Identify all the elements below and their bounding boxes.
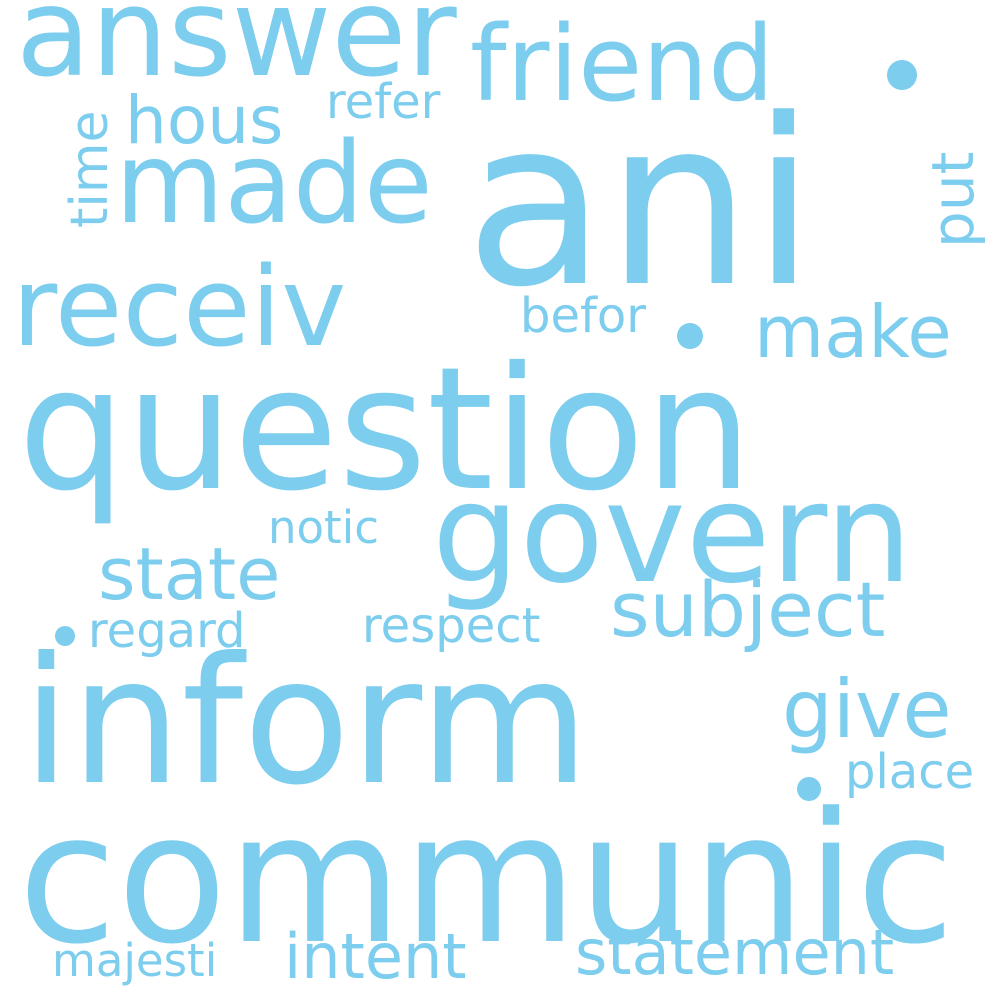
word-make: make bbox=[754, 290, 952, 374]
word-put: put bbox=[919, 151, 987, 248]
dot bbox=[797, 777, 821, 801]
word-hous: hous bbox=[125, 82, 284, 159]
word-refer: refer bbox=[326, 74, 441, 130]
word-respect: respect bbox=[362, 598, 541, 654]
word-govern: govern bbox=[432, 453, 913, 614]
word-statement: statement bbox=[575, 916, 895, 989]
word-majesti: majesti bbox=[52, 934, 218, 987]
word-inform: inform bbox=[22, 621, 590, 824]
word-intent: intent bbox=[284, 920, 467, 993]
dot bbox=[887, 60, 917, 90]
word-friend: friend bbox=[470, 3, 775, 125]
word-befor: befor bbox=[520, 288, 646, 344]
word-place: place bbox=[845, 744, 975, 800]
dot bbox=[55, 626, 75, 646]
word-subject: subject bbox=[610, 565, 886, 654]
word-answer: answer bbox=[16, 0, 457, 104]
word-state: state bbox=[98, 532, 281, 616]
word-question: question bbox=[18, 331, 753, 529]
word-communic: communic bbox=[18, 775, 955, 984]
word-made: made bbox=[115, 119, 433, 249]
word-regard: regard bbox=[88, 603, 246, 659]
word-ani: ani bbox=[465, 71, 816, 338]
word-notic: notic bbox=[268, 501, 379, 554]
word-give: give bbox=[782, 663, 952, 756]
word-time: time bbox=[60, 110, 120, 228]
dot bbox=[677, 323, 703, 349]
word-receiv: receiv bbox=[12, 243, 347, 371]
